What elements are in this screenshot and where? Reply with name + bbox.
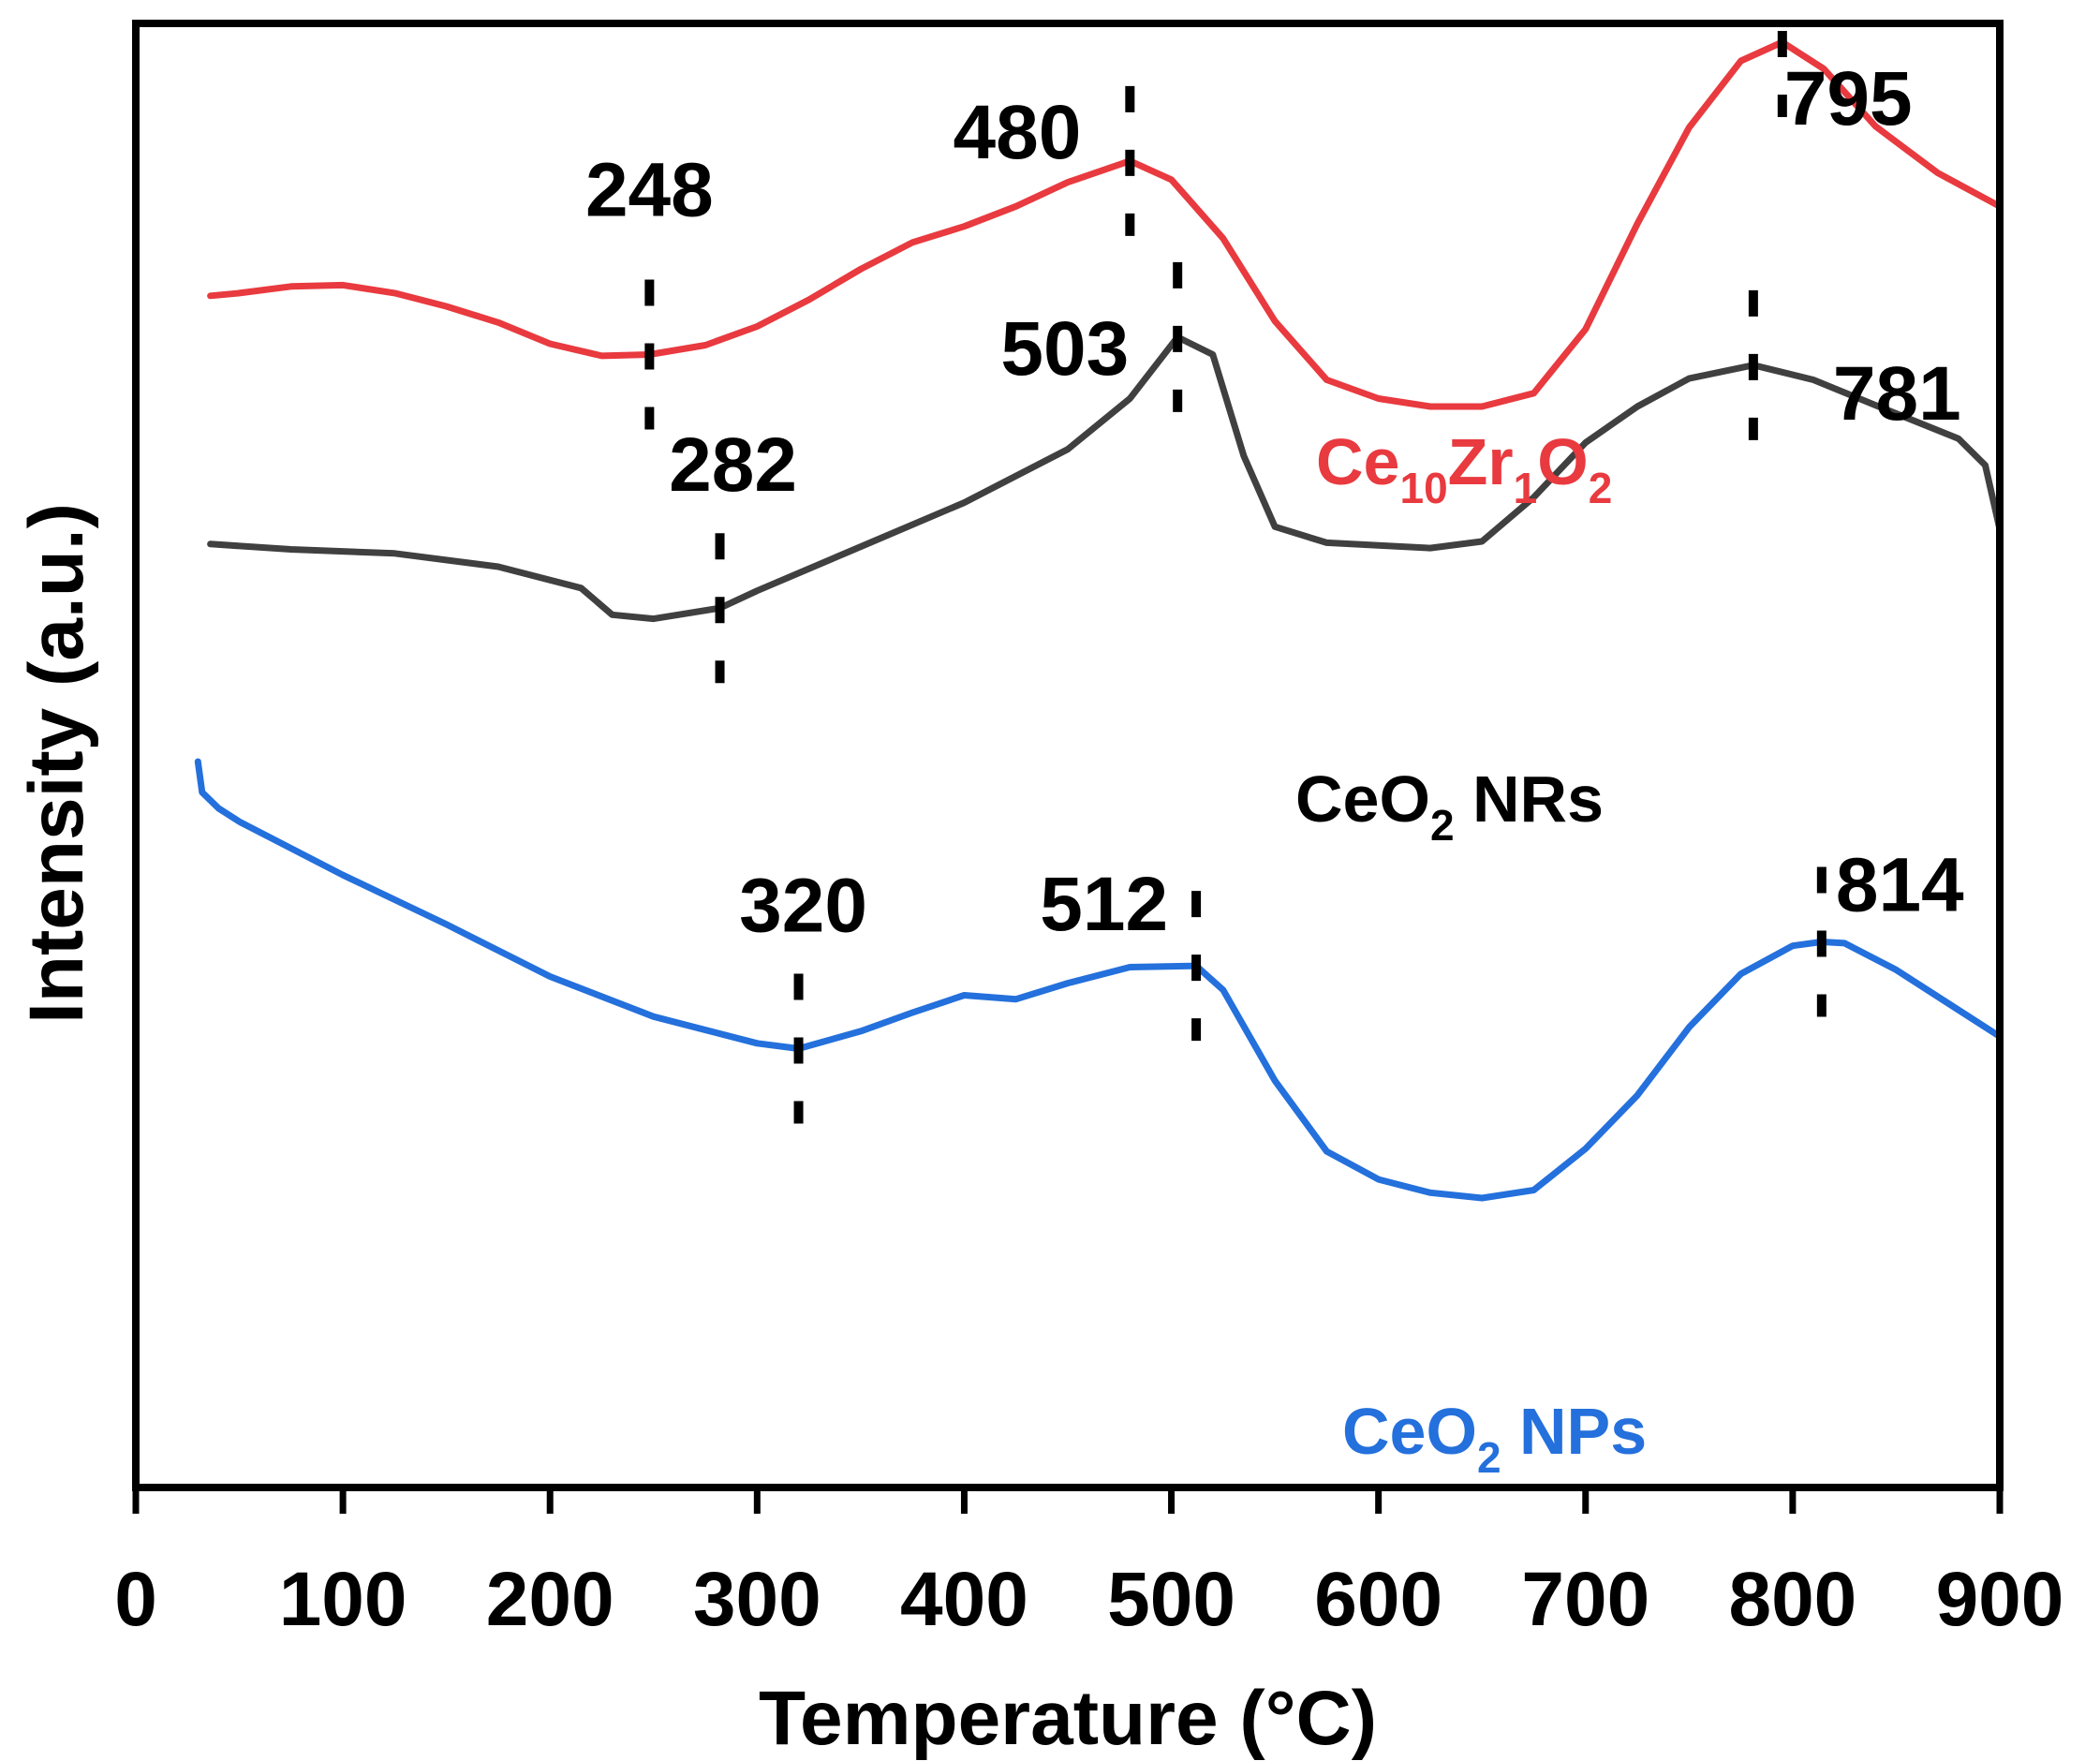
peak-label-282: 282 xyxy=(669,422,797,508)
x-tick-label-300: 300 xyxy=(693,1557,821,1642)
peak-label-781: 781 xyxy=(1833,351,1961,437)
y-axis-title: Intensity (a.u.) xyxy=(14,503,99,1024)
peak-label-480: 480 xyxy=(954,90,1082,175)
peak-label-814: 814 xyxy=(1836,842,1964,927)
x-tick-label-800: 800 xyxy=(1728,1557,1856,1642)
peak-label-795: 795 xyxy=(1784,56,1913,141)
series-line-ceo2-nps xyxy=(194,758,2004,1202)
x-tick-label-900: 900 xyxy=(1936,1557,2064,1642)
plot-frame xyxy=(132,20,2004,1491)
x-axis-ticks: 0 100 200 300 400 500 600 700 800 900 xyxy=(114,1487,2063,1642)
series-label-ceo2-nps: CeO2 NPs xyxy=(1342,1395,1647,1482)
peak-label-248: 248 xyxy=(585,147,714,232)
x-tick-label-500: 500 xyxy=(1107,1557,1235,1642)
x-tick-label-200: 200 xyxy=(486,1557,614,1642)
curves-layer xyxy=(194,38,2004,1202)
peak-label-320: 320 xyxy=(739,863,867,948)
x-tick-label-100: 100 xyxy=(279,1557,407,1642)
x-tick-label-600: 600 xyxy=(1314,1557,1442,1642)
x-axis-title: Temperature (°C) xyxy=(759,1676,1377,1761)
x-tick-label-400: 400 xyxy=(900,1557,1028,1642)
peak-markers-layer: 248 480 795 282 503 781 320 512 814 xyxy=(585,0,1964,1124)
series-label-ceo2-nrs: CeO2 NRs xyxy=(1295,762,1604,850)
peak-label-512: 512 xyxy=(1040,862,1168,947)
x-tick-label-700: 700 xyxy=(1521,1557,1649,1642)
series-label-ce10zr1o2: Ce10Zr1O2 xyxy=(1316,425,1612,512)
series-line-ce10zr1o2 xyxy=(207,38,2004,410)
peak-label-503: 503 xyxy=(1000,306,1129,392)
x-tick-label-0: 0 xyxy=(114,1557,157,1642)
